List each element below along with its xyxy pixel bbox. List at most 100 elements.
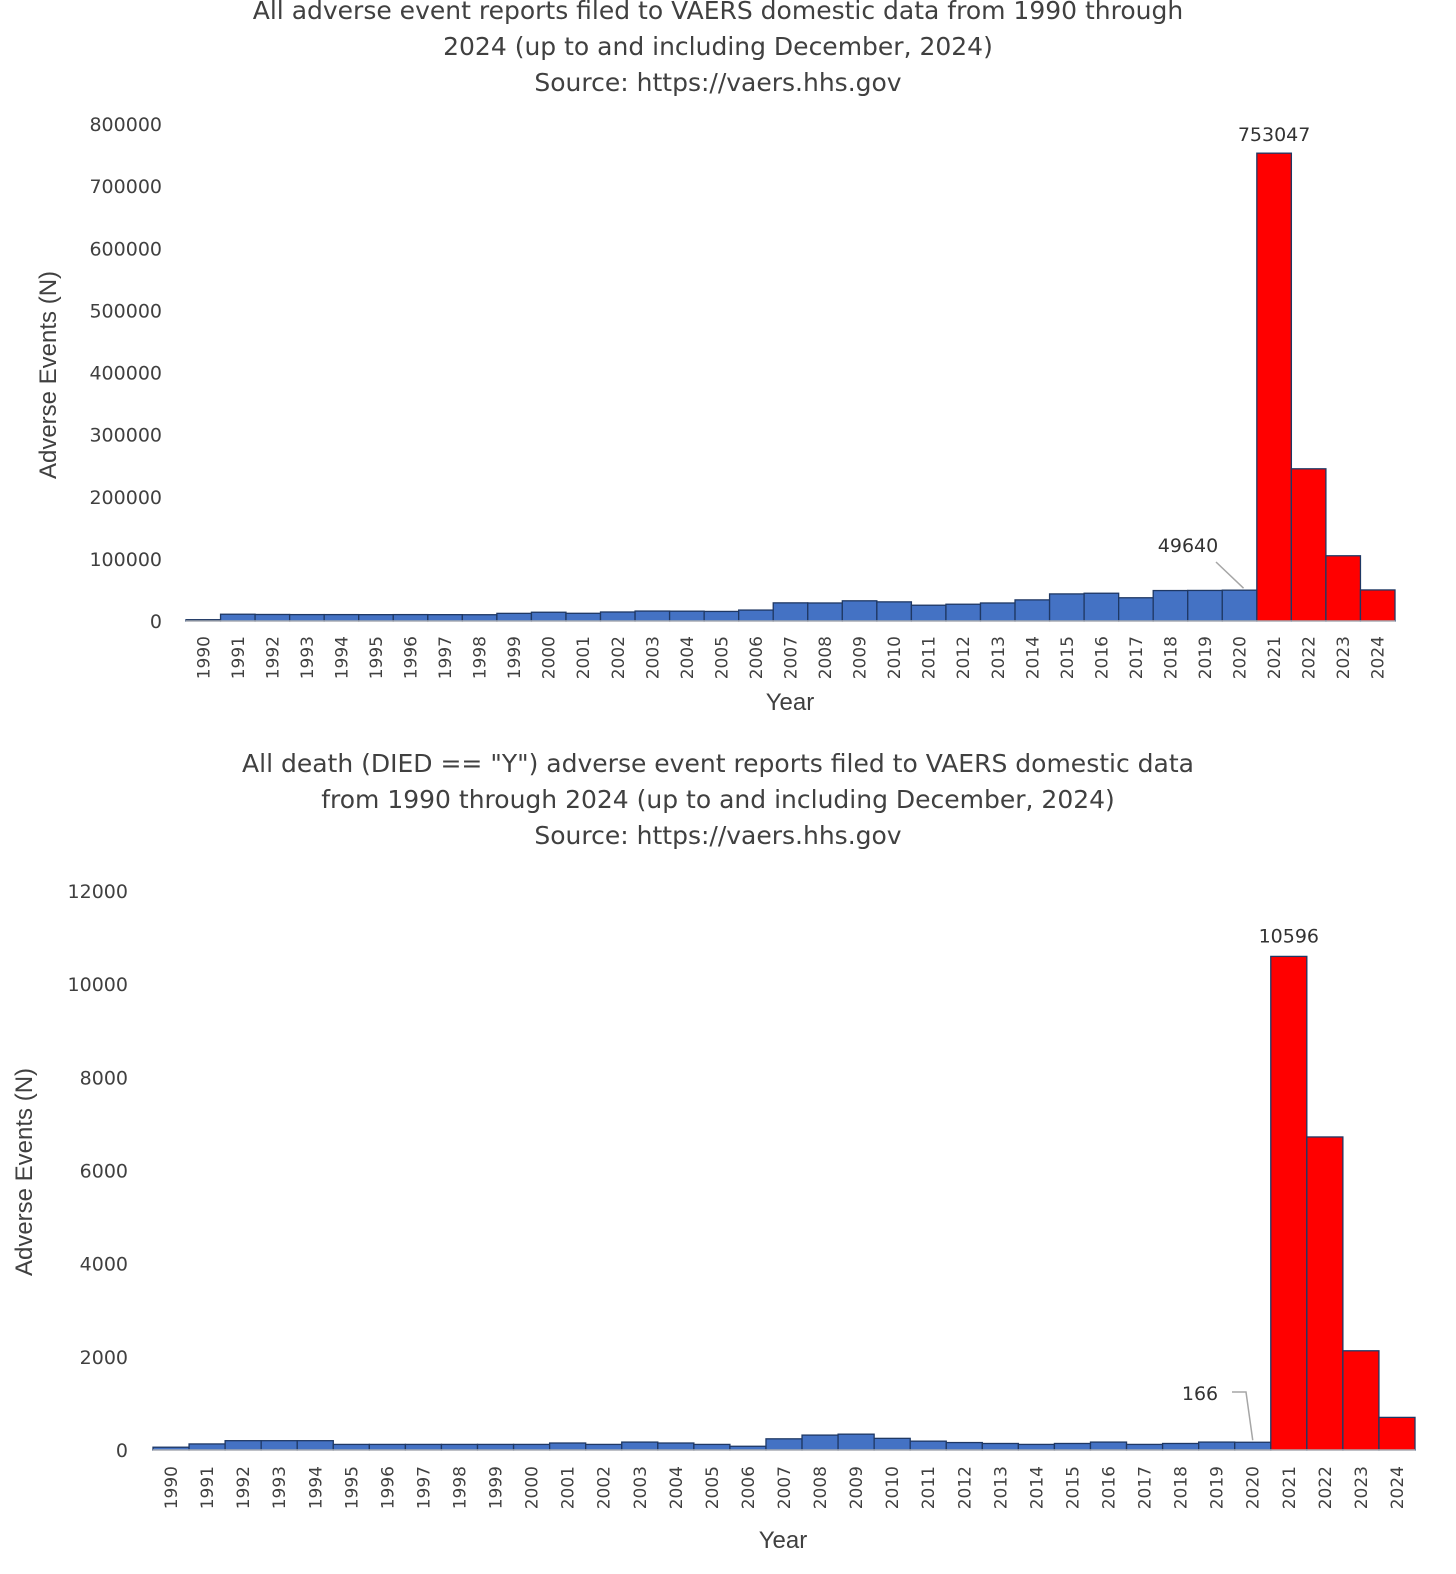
chart1-xtick-label: 2000 (540, 636, 560, 679)
chart2-xtick-label: 2003 (631, 1466, 651, 1509)
chart2-xtick-label: 1993 (270, 1466, 290, 1509)
chart1-xtick-label: 2010 (885, 636, 905, 679)
chart1-bar-2022 (1290, 468, 1327, 622)
chart2-xtick-label: 2010 (883, 1466, 903, 1509)
chart1-ytick-label: 100000 (89, 549, 162, 571)
chart2-xtick-label: 2006 (739, 1466, 759, 1509)
chart2-bar-2005 (693, 1443, 731, 1451)
chart2-title-line-2: from 1990 through 2024 (up to and includ… (321, 785, 1115, 814)
chart2-bar-1996 (368, 1443, 407, 1451)
chart2-xtick-label: 2013 (991, 1466, 1011, 1509)
chart1-xtick-label: 1999 (505, 636, 525, 679)
chart2-xtick-label: 2007 (775, 1466, 795, 1509)
chart1-xtick-label: 2013 (989, 636, 1009, 679)
chart2-ytick-label: 12000 (68, 881, 128, 903)
chart2-xtick-label: 2008 (811, 1466, 831, 1509)
chart1-xtick-label: 2002 (609, 636, 629, 679)
chart2-xtick-label: 2012 (955, 1466, 975, 1509)
chart2-x-axis-label: Year (759, 1527, 808, 1554)
chart1-bar-2016 (1083, 592, 1120, 622)
chart2-bar-2010 (873, 1437, 911, 1451)
chart1-xtick-label: 2011 (920, 636, 940, 679)
chart2-xtick-label: 2001 (559, 1466, 579, 1509)
chart2-bar-2020 (1234, 1441, 1272, 1451)
chart1-xtick-label: 2008 (816, 636, 836, 679)
chart1-xtick-label: 1991 (229, 636, 249, 679)
chart2-bar-2014 (1017, 1443, 1056, 1451)
chart1-ytick-label: 0 (150, 611, 162, 633)
chart1-xtick-label: 2016 (1092, 636, 1112, 679)
chart1-data-label-2020: 49640 (1158, 535, 1218, 557)
chart1-ytick-label: 800000 (89, 114, 162, 136)
chart2-bar-1993 (260, 1440, 298, 1451)
chart1-xtick-label: 2022 (1300, 636, 1320, 679)
chart2-y-axis-label: Adverse Events (N) (11, 1068, 38, 1276)
chart1-bar-2024 (1359, 589, 1396, 622)
chart2-ytick-label: 2000 (80, 1347, 128, 1369)
chart2-bar-2024 (1378, 1416, 1416, 1451)
chart1-xtick-label: 1994 (332, 636, 352, 679)
chart1-xtick-label: 1990 (194, 636, 214, 679)
chart2-title: All death (DIED == "Y") adverse event re… (0, 746, 1446, 854)
chart2-xtick-label: 2020 (1244, 1466, 1264, 1509)
chart2-bar-2015 (1053, 1442, 1092, 1451)
chart1-xtick-label: 1997 (436, 636, 456, 679)
chart2-xtick-label: 2023 (1352, 1466, 1372, 1509)
chart2-xtick-label: 1990 (162, 1466, 182, 1509)
chart2-title-line-1: All death (DIED == "Y") adverse event re… (242, 749, 1194, 778)
chart2-bar-2023 (1342, 1350, 1380, 1451)
chart1-xtick-label: 2017 (1127, 636, 1147, 679)
chart1-xtick-label: 2001 (574, 636, 594, 679)
chart1-xtick-label: 1996 (402, 636, 422, 679)
chart2-xtick-label: 1999 (487, 1466, 507, 1509)
chart2-bar-2013 (981, 1442, 1020, 1451)
chart2-xtick-label: 2015 (1063, 1466, 1083, 1509)
chart1-data-label-2021: 753047 (1238, 124, 1311, 146)
chart1-ytick-label: 300000 (89, 425, 162, 447)
chart2-xtick-label: 2021 (1280, 1466, 1300, 1509)
chart1-bar-2021 (1256, 152, 1293, 622)
chart1-leader-line (1215, 561, 1245, 589)
chart1-ytick-label: 400000 (89, 363, 162, 385)
chart1-ytick-label: 500000 (89, 300, 162, 322)
chart1-title-line-1: All adverse event reports filed to VAERS… (252, 0, 1184, 25)
chart2-ytick-label: 4000 (80, 1254, 128, 1276)
chart2-ytick-label: 8000 (80, 1067, 128, 1089)
chart2-bar-1994 (296, 1440, 334, 1451)
chart1-title: All adverse event reports filed to VAERS… (0, 0, 1446, 101)
chart1-xtick-label: 2004 (678, 636, 698, 679)
chart2-bar-2018 (1161, 1442, 1200, 1451)
chart2-bar-1997 (404, 1443, 443, 1451)
chart2-xtick-label: 2024 (1388, 1466, 1408, 1509)
chart1-title-line-3: Source: https://vaers.hhs.gov (534, 68, 902, 97)
chart1-bar-2020 (1221, 589, 1258, 622)
chart2-bar-1992 (224, 1440, 262, 1451)
chart1-xtick-label: 2024 (1369, 636, 1389, 679)
chart2-xtick-label: 2005 (703, 1466, 723, 1509)
chart1-xtick-label: 2009 (851, 636, 871, 679)
chart2-title-line-3: Source: https://vaers.hhs.gov (534, 821, 902, 850)
chart1-xtick-label: 2015 (1058, 636, 1078, 679)
chart2-xtick-label: 2022 (1316, 1466, 1336, 1509)
chart2-bar-2016 (1089, 1441, 1128, 1451)
chart2-bar-2003 (621, 1441, 659, 1451)
chart1-xtick-label: 1993 (298, 636, 318, 679)
chart2-leader-line (1232, 1391, 1254, 1441)
chart2-bar-2017 (1125, 1443, 1164, 1451)
chart1-xtick-label: 2021 (1265, 636, 1285, 679)
chart1-xtick-label: 2018 (1161, 636, 1181, 679)
chart2-bar-1991 (188, 1443, 226, 1451)
chart1-y-axis-label: Adverse Events (N) (35, 271, 62, 479)
chart1-xtick-label: 2023 (1334, 636, 1354, 679)
chart2-xtick-label: 1996 (378, 1466, 398, 1509)
chart2-bar-2000 (512, 1443, 551, 1451)
chart2-xtick-label: 2011 (919, 1466, 939, 1509)
chart1-xtick-label: 1995 (367, 636, 387, 679)
chart1-xtick-label: 2020 (1231, 636, 1251, 679)
chart2-bar-2012 (945, 1441, 983, 1451)
chart2-bar-2019 (1198, 1441, 1236, 1451)
chart1-bar-2023 (1325, 555, 1362, 622)
chart2-bar-2021 (1270, 955, 1308, 1451)
chart2-xtick-label: 2018 (1172, 1466, 1192, 1509)
